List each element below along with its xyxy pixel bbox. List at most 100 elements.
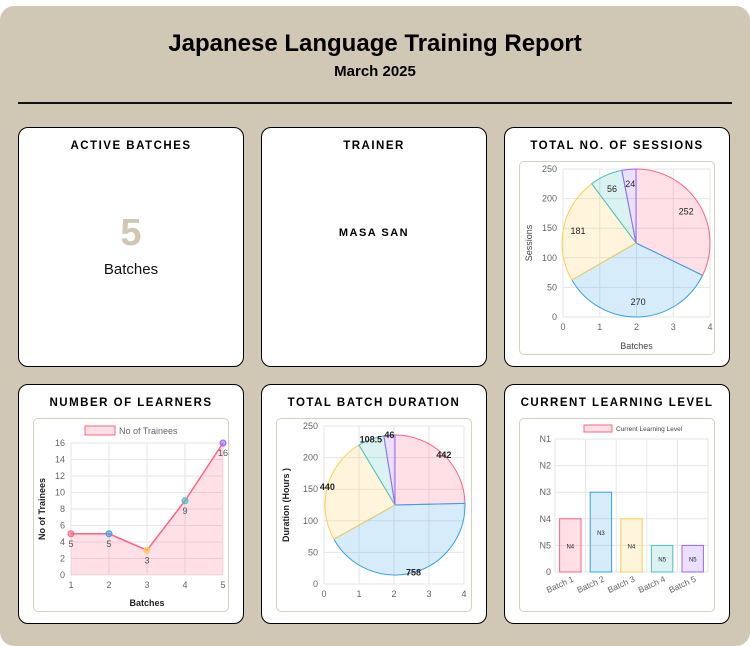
sessions-slice-value-label: 270 xyxy=(631,297,646,307)
active-batches-card: ACTIVE BATCHES 5 Batches xyxy=(18,127,244,367)
sessions-y-tick-label: 0 xyxy=(552,312,557,322)
learners-area-fill xyxy=(71,443,223,575)
sessions-y-tick-label: 200 xyxy=(542,194,557,204)
duration-x-tick-label: 4 xyxy=(461,589,466,599)
level-x-tick-label: Batch 2 xyxy=(575,574,606,595)
duration-x-tick-label: 3 xyxy=(426,589,431,599)
duration-y-tick-label: 150 xyxy=(303,484,318,494)
level-y-tick-label: 0 xyxy=(546,567,551,577)
learners-chart-box: No of Trainees 0 2 4 6 8 10 12 14 16 1 2 3 4 5 Batches N… xyxy=(33,418,229,612)
level-x-tick-label: Batch 4 xyxy=(637,574,668,595)
active-batches-unit: Batches xyxy=(103,261,159,278)
sessions-chart-box: 0 50 100 150 200 250 0 1 2 3 4 Batches Sessions 252 27… xyxy=(519,161,715,355)
sessions-y-tick-label: 50 xyxy=(547,282,557,292)
learners-x-tick-label: 4 xyxy=(182,580,187,590)
learners-x-tick-label: 3 xyxy=(144,580,149,590)
learners-x-tick-label: 2 xyxy=(106,580,111,590)
duration-y-tick-label: 200 xyxy=(303,453,318,463)
level-bar-label: N3 xyxy=(597,531,605,537)
report-panel: Japanese Language Training Report March … xyxy=(0,6,750,646)
sessions-slice xyxy=(561,183,637,281)
level-bar-label: N4 xyxy=(628,544,636,550)
level-bar xyxy=(681,544,704,573)
duration-slice xyxy=(383,434,396,506)
learners-data-point xyxy=(219,439,227,447)
duration-x-tick-label: 0 xyxy=(321,589,326,599)
learners-legend-label: No of Trainees xyxy=(119,426,178,436)
learners-card: NUMBER OF LEARNERS No of Trainees 0 2 4 6 8 10… xyxy=(18,384,244,624)
level-bar-label: N5 xyxy=(658,558,666,564)
learners-data-label: 3 xyxy=(144,555,149,565)
learners-y-tick-label: 4 xyxy=(60,537,65,547)
sessions-slice-value-label: 56 xyxy=(607,184,617,194)
duration-y-tick-label: 50 xyxy=(308,547,318,557)
level-x-tick-label: Batch 3 xyxy=(606,574,637,595)
sessions-title: TOTAL NO. OF SESSIONS xyxy=(530,140,704,152)
sessions-y-tick-label: 100 xyxy=(542,253,557,263)
learners-data-label: 16 xyxy=(218,448,228,458)
sessions-slice-value-label: 24 xyxy=(625,179,635,189)
learners-legend-swatch xyxy=(84,425,116,436)
trainer-name: MASA SAN xyxy=(338,227,410,239)
sessions-y-tick-label: 150 xyxy=(542,223,557,233)
sessions-y-axis-title: Sessions xyxy=(524,224,534,261)
duration-card: TOTAL BATCH DURATION 0 50 100 150 200 250 0 1 2 3… xyxy=(261,384,487,624)
active-batches-title: ACTIVE BATCHES xyxy=(70,140,192,152)
level-chart-box: Current Learning Level 0 N5 N4 N3 N2 N1 N4 Batch… xyxy=(519,418,715,612)
trainer-card: TRAINER MASA SAN xyxy=(261,127,487,367)
learners-x-tick-label: 1 xyxy=(68,580,73,590)
sessions-x-tick-label: 4 xyxy=(707,322,712,332)
level-legend-swatch xyxy=(583,424,613,433)
sessions-slice xyxy=(621,168,637,244)
duration-slice xyxy=(324,444,396,540)
learners-x-axis-title: Batches xyxy=(129,598,164,608)
learners-y-tick-label: 14 xyxy=(55,455,65,465)
duration-slice-value-label: 440 xyxy=(320,482,335,492)
title-divider xyxy=(18,102,732,104)
duration-slice-value-label: 442 xyxy=(436,450,451,460)
level-bar xyxy=(650,544,674,573)
sessions-card: TOTAL NO. OF SESSIONS 0 50 100 150 200 250 0 1 2… xyxy=(504,127,730,367)
level-title: CURRENT LEARNING LEVEL xyxy=(520,397,714,409)
level-bar xyxy=(589,491,613,573)
learners-y-tick-label: 2 xyxy=(60,554,65,564)
duration-slice-value-label: 108.5 xyxy=(360,434,383,444)
learners-data-point xyxy=(181,497,189,505)
sessions-x-tick-label: 3 xyxy=(671,322,676,332)
duration-x-tick-label: 1 xyxy=(356,589,361,599)
duration-title: TOTAL BATCH DURATION xyxy=(287,397,461,409)
sessions-x-tick-label: 2 xyxy=(634,322,639,332)
level-bar-label: N5 xyxy=(689,558,697,564)
level-bar xyxy=(559,518,582,573)
learners-y-axis-title: No of Trainees xyxy=(37,478,47,540)
learners-y-tick-label: 10 xyxy=(55,488,65,498)
report-subtitle: March 2025 xyxy=(334,63,416,80)
sessions-x-tick-label: 1 xyxy=(597,322,602,332)
level-y-tick-label: N4 xyxy=(539,514,551,524)
learners-y-tick-label: 8 xyxy=(60,504,65,514)
sessions-slice xyxy=(635,168,711,276)
duration-y-tick-label: 100 xyxy=(303,516,318,526)
sessions-x-tick-label: 0 xyxy=(560,322,565,332)
level-legend-label: Current Learning Level xyxy=(616,426,683,433)
learners-data-label: 9 xyxy=(182,506,187,516)
level-y-tick-label: N5 xyxy=(539,540,551,550)
report-title: Japanese Language Training Report xyxy=(168,30,582,57)
trainer-title: TRAINER xyxy=(343,140,405,152)
learners-y-tick-label: 12 xyxy=(55,471,65,481)
learners-y-tick-label: 6 xyxy=(60,521,65,531)
duration-pie-chart: 0 50 100 150 200 250 0 1 2 3 4 Duration (Hours ) 442… xyxy=(281,421,467,599)
duration-slice-value-label: 758 xyxy=(406,568,421,578)
duration-slice xyxy=(394,434,466,506)
sessions-y-tick-label: 250 xyxy=(542,164,557,174)
level-bar-label: N4 xyxy=(566,544,574,550)
duration-y-tick-label: 250 xyxy=(303,421,318,431)
duration-chart-box: 0 50 100 150 200 250 0 1 2 3 4 Duration (Hours ) 442… xyxy=(276,418,472,612)
learners-title: NUMBER OF LEARNERS xyxy=(49,397,213,409)
active-batches-value: 5 xyxy=(120,212,142,254)
learners-data-point xyxy=(143,546,151,554)
level-y-tick-label: N2 xyxy=(539,461,551,471)
duration-slice-value-label: 46 xyxy=(384,430,394,440)
level-x-tick-label: Batch 5 xyxy=(667,574,698,595)
learners-data-label: 5 xyxy=(106,539,111,549)
